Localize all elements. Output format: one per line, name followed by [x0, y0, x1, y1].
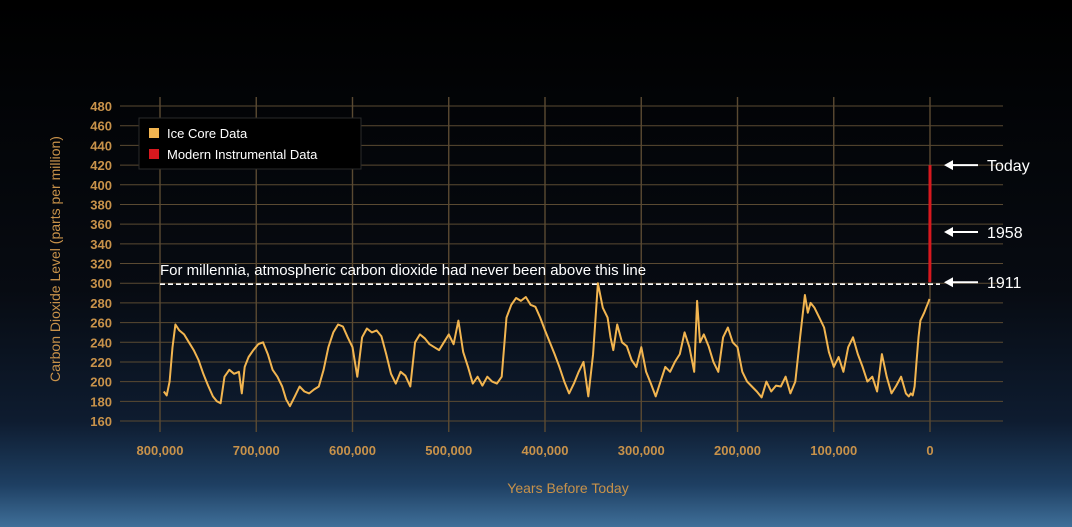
marker-label: 1911 [987, 275, 1022, 292]
y-tick-label: 160 [90, 414, 112, 429]
legend: Ice Core Data Modern Instrumental Data [138, 117, 362, 170]
y-axis-title: Carbon Dioxide Level (parts per million) [47, 136, 63, 382]
y-tick-label: 380 [90, 197, 112, 212]
x-tick-label: 500,000 [425, 443, 472, 458]
x-tick-label: 600,000 [329, 443, 376, 458]
legend-swatch [149, 128, 159, 138]
arrow-left-icon [944, 160, 953, 171]
y-tick-label: 220 [90, 355, 112, 370]
x-tick-labels: 800,000 700,000 600,000 500,000 400,000 300,0… [137, 443, 934, 458]
legend-box [138, 117, 362, 170]
y-tick-label: 420 [90, 158, 112, 173]
y-tick-label: 240 [90, 335, 112, 350]
y-tick-label: 260 [90, 316, 112, 331]
y-tick-label: 440 [90, 138, 112, 153]
grid-lines [120, 97, 1003, 432]
x-tick-label: 700,000 [233, 443, 280, 458]
year-markers: Today 1958 1911 [944, 158, 1030, 292]
data-series [162, 165, 932, 408]
legend-label: Modern Instrumental Data [167, 147, 318, 162]
ice-core-series-line [162, 282, 931, 408]
y-tick-label: 340 [90, 237, 112, 252]
x-axis-title: Years Before Today [507, 480, 628, 496]
x-tick-label: 100,000 [810, 443, 857, 458]
y-tick-label: 200 [90, 375, 112, 390]
x-tick-label: 200,000 [714, 443, 761, 458]
arrow-left-icon [944, 277, 953, 288]
marker-label: Today [987, 158, 1030, 175]
y-tick-label: 480 [90, 99, 112, 114]
y-tick-label: 400 [90, 178, 112, 193]
y-tick-label: 280 [90, 296, 112, 311]
threshold-annotation: For millennia, atmospheric carbon dioxid… [160, 262, 646, 279]
marker-label: 1958 [987, 225, 1023, 242]
threshold-line: For millennia, atmospheric carbon dioxid… [160, 262, 940, 285]
y-tick-labels: 160 180 200 220 240 260 280 300 320 340 360 380 400 4… [90, 99, 112, 429]
y-tick-label: 460 [90, 119, 112, 134]
y-tick-label: 320 [90, 257, 112, 272]
x-tick-label: 300,000 [618, 443, 665, 458]
x-tick-label: 800,000 [137, 443, 184, 458]
legend-swatch [149, 149, 159, 159]
y-tick-label: 300 [90, 276, 112, 291]
legend-label: Ice Core Data [167, 126, 248, 141]
y-tick-label: 360 [90, 217, 112, 232]
y-tick-label: 180 [90, 394, 112, 409]
arrow-left-icon [944, 227, 953, 237]
x-tick-label: 0 [926, 443, 933, 458]
x-tick-label: 400,000 [522, 443, 569, 458]
